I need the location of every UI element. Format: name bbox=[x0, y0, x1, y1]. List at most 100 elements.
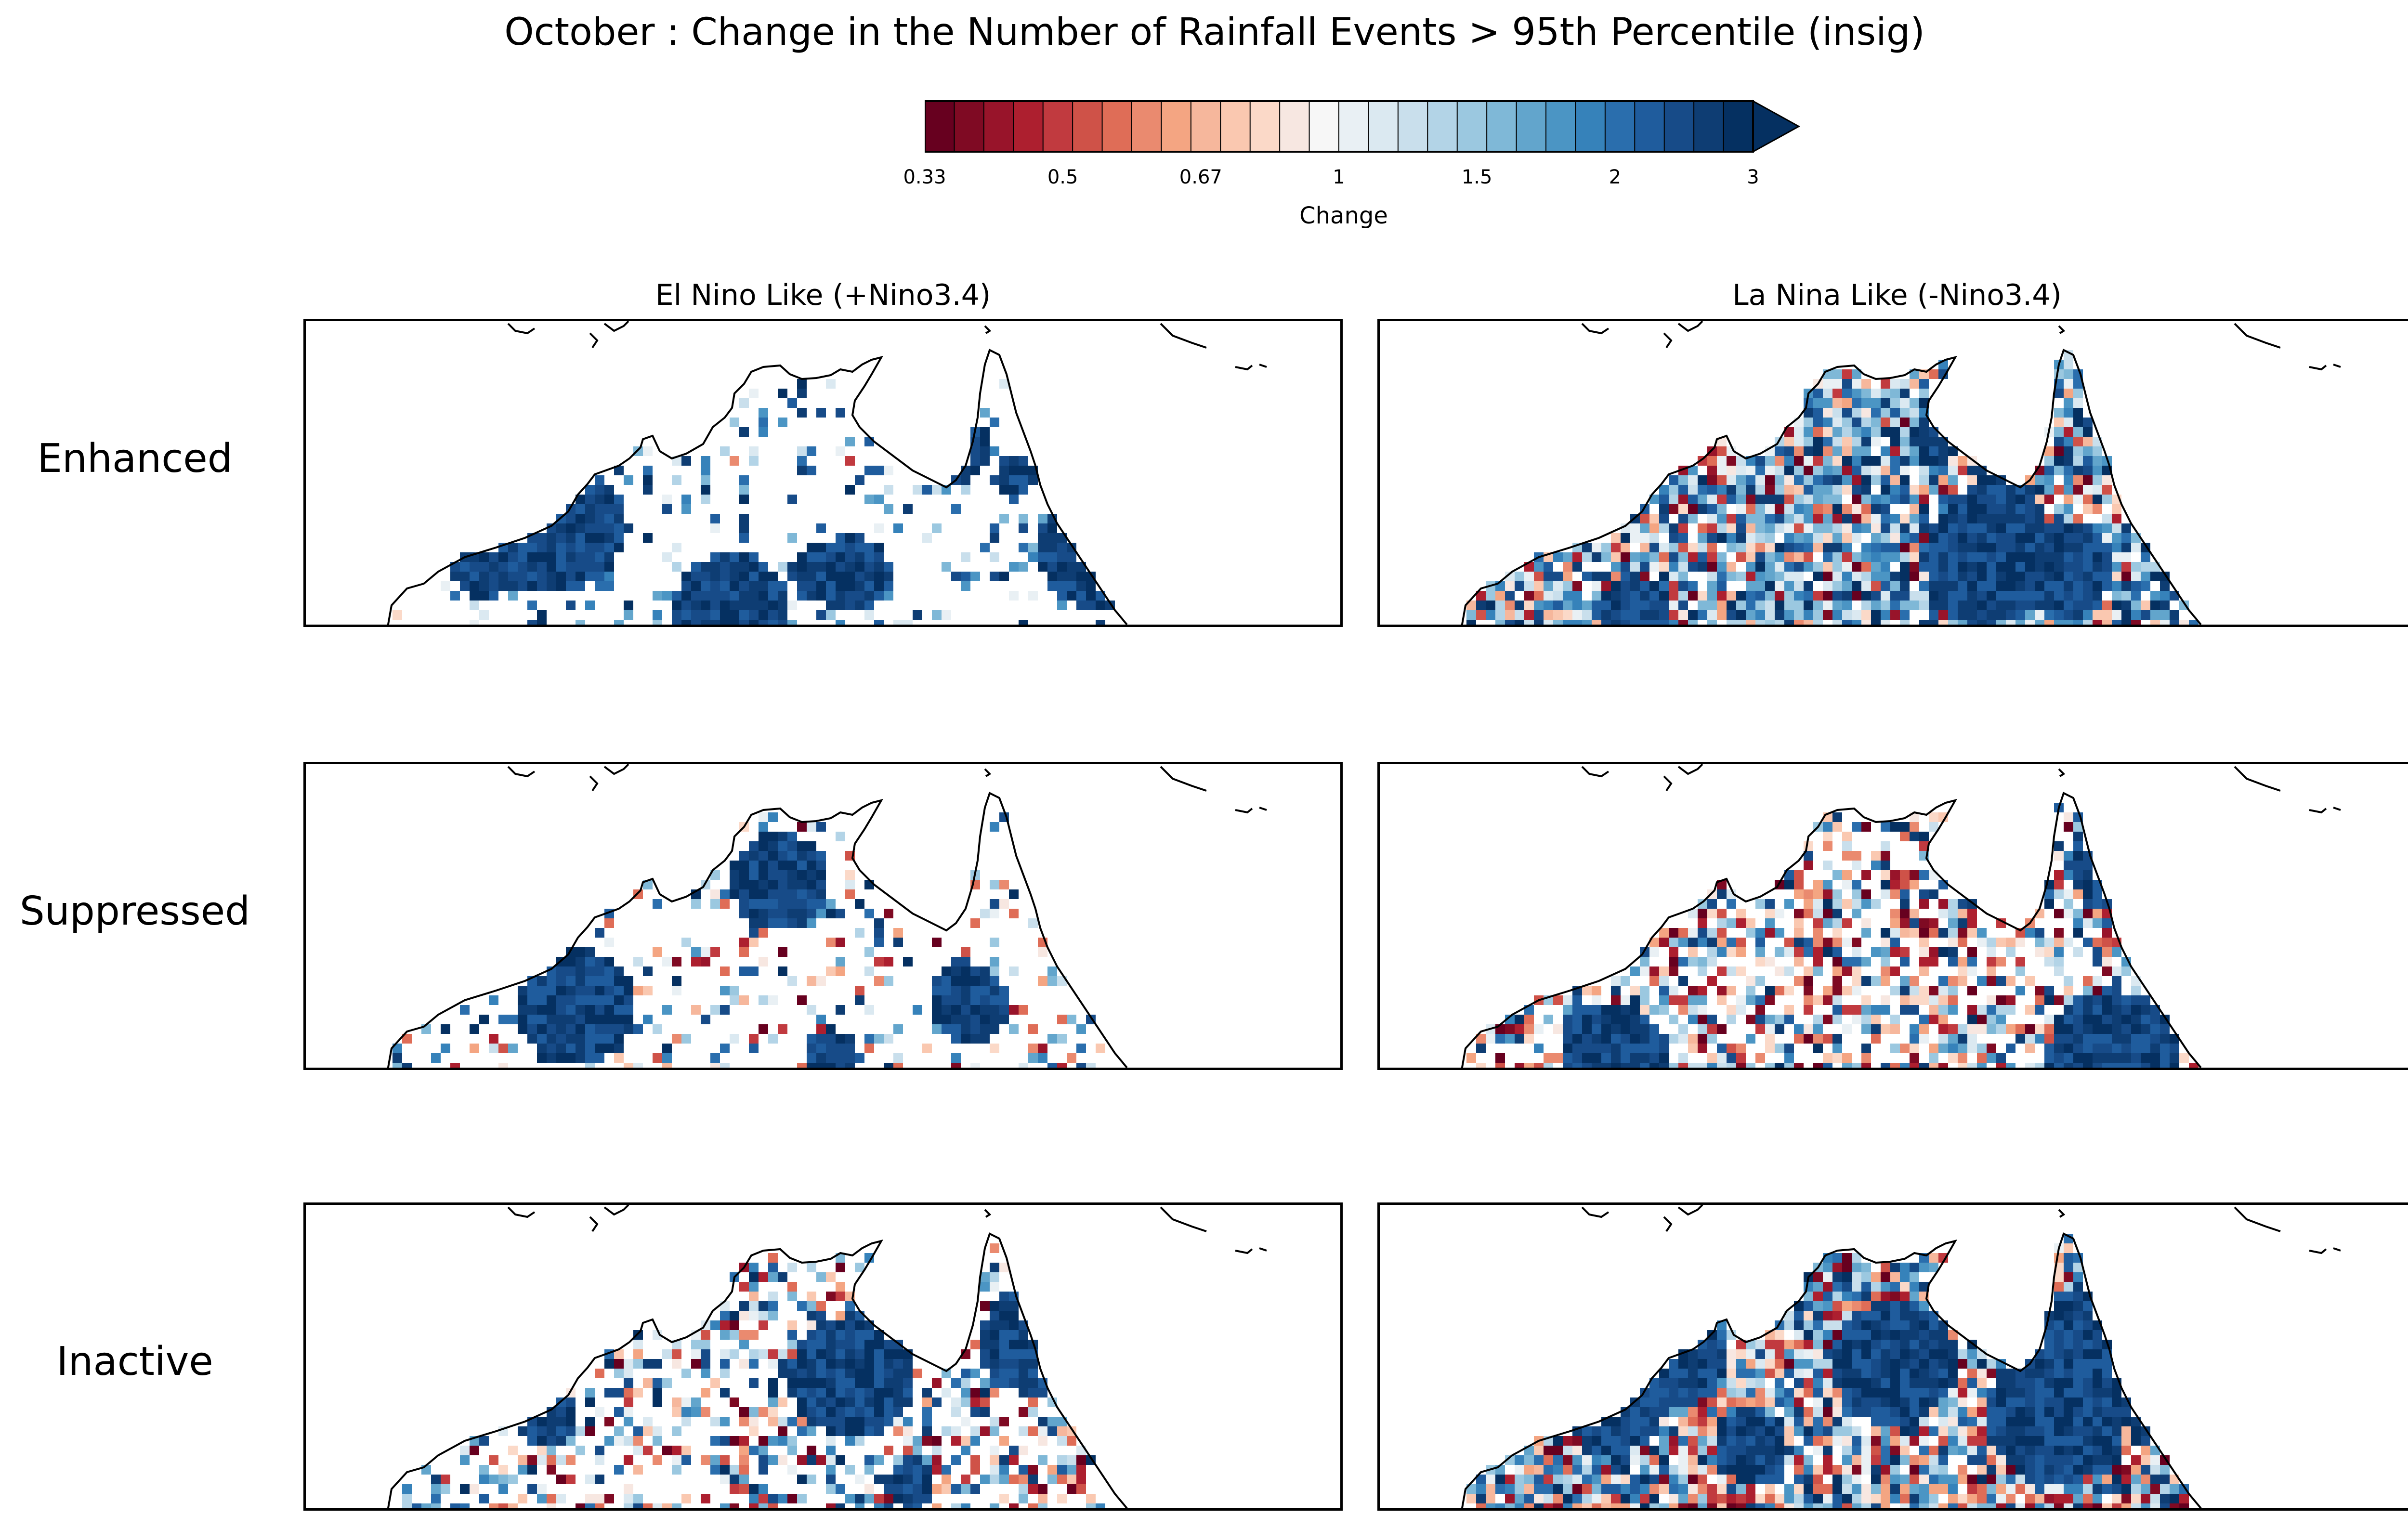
rainfall-change-cell bbox=[1669, 1034, 1678, 1044]
rainfall-change-cell bbox=[1948, 1503, 1958, 1508]
rainfall-change-cell bbox=[1784, 572, 1794, 581]
rainfall-change-cell bbox=[826, 581, 836, 591]
rainfall-change-cell bbox=[1813, 1417, 1823, 1426]
rainfall-change-cell bbox=[527, 620, 537, 625]
rainfall-change-cell bbox=[1775, 1426, 1784, 1436]
rainfall-change-cell bbox=[768, 1272, 778, 1282]
rainfall-change-cell bbox=[826, 1349, 836, 1359]
rainfall-change-cell bbox=[1553, 572, 1563, 581]
rainfall-change-cell bbox=[691, 562, 701, 572]
rainfall-change-cell bbox=[2054, 601, 2064, 610]
rainfall-change-cell bbox=[2121, 552, 2131, 562]
rainfall-change-cell bbox=[1717, 1053, 1727, 1063]
rainfall-change-cell bbox=[2083, 1446, 2093, 1455]
rainfall-change-cell bbox=[1938, 1484, 1948, 1494]
rainfall-change-cell bbox=[1659, 581, 1669, 591]
rainfall-change-cell bbox=[999, 1369, 1009, 1378]
rainfall-change-cell bbox=[1958, 456, 1967, 466]
rainfall-change-cell bbox=[1948, 475, 1958, 485]
rainfall-change-cell bbox=[662, 957, 672, 966]
rainfall-change-cell bbox=[2121, 1407, 2131, 1417]
rainfall-change-cell bbox=[2121, 543, 2131, 552]
rainfall-change-cell bbox=[778, 1397, 787, 1407]
rainfall-change-cell bbox=[1076, 1044, 1086, 1053]
rainfall-change-cell bbox=[990, 1311, 999, 1320]
rainfall-change-cell bbox=[1919, 446, 1929, 456]
rainfall-change-cell bbox=[1640, 1494, 1649, 1503]
rainfall-change-cell bbox=[1919, 938, 1929, 947]
colorbar-tick-label: 1.5 bbox=[1461, 166, 1492, 188]
rainfall-change-cell bbox=[1755, 976, 1765, 986]
rainfall-change-cell bbox=[1929, 1397, 1938, 1407]
rainfall-change-cell bbox=[1861, 456, 1871, 466]
rainfall-change-cell bbox=[2083, 1015, 2093, 1024]
rainfall-change-cell bbox=[710, 562, 720, 572]
rainfall-change-cell bbox=[1630, 1426, 1640, 1436]
rainfall-change-cell bbox=[1794, 533, 1804, 543]
rainfall-change-cell bbox=[2112, 572, 2121, 581]
rainfall-change-cell bbox=[1996, 620, 2006, 625]
rainfall-change-cell bbox=[1727, 495, 1736, 504]
rainfall-change-cell bbox=[1746, 1369, 1755, 1378]
rainfall-change-cell bbox=[1717, 466, 1727, 475]
rainfall-change-cell bbox=[1823, 1426, 1832, 1436]
rainfall-change-cell bbox=[1929, 1005, 1938, 1015]
figure-title: October : Change in the Number of Rainfa… bbox=[504, 11, 1925, 54]
rainfall-change-cell bbox=[1996, 581, 2006, 591]
rainfall-change-cell bbox=[1996, 485, 2006, 495]
rainfall-change-cell bbox=[874, 572, 884, 581]
rainfall-change-cell bbox=[797, 1388, 807, 1397]
rainfall-change-cell bbox=[1890, 1465, 1900, 1475]
rainfall-change-cell bbox=[2054, 446, 2064, 456]
rainfall-change-cell bbox=[1958, 1053, 1967, 1063]
rainfall-change-cell bbox=[2064, 1407, 2073, 1417]
rainfall-change-cell bbox=[1592, 1063, 1601, 1068]
rainfall-change-cell bbox=[1948, 1407, 1958, 1417]
rainfall-change-cell bbox=[864, 1320, 874, 1330]
rainfall-change-cell bbox=[970, 1465, 980, 1475]
rainfall-change-cell bbox=[816, 889, 826, 899]
rainfall-change-cell bbox=[1832, 1053, 1842, 1063]
rainfall-change-cell bbox=[1678, 581, 1688, 591]
rainfall-change-cell bbox=[1057, 1015, 1067, 1024]
rainfall-change-cell bbox=[2035, 572, 2044, 581]
rainfall-change-cell bbox=[884, 1359, 893, 1369]
rainfall-change-cell bbox=[1717, 1349, 1727, 1359]
rainfall-change-cell bbox=[691, 1349, 701, 1359]
rainfall-change-cell bbox=[1938, 466, 1948, 475]
rainfall-change-cell bbox=[1813, 1359, 1823, 1369]
rainfall-change-cell bbox=[653, 1455, 662, 1465]
rainfall-change-cell bbox=[874, 1330, 884, 1340]
rainfall-change-cell bbox=[527, 601, 537, 610]
rainfall-change-cell bbox=[836, 1034, 845, 1044]
rainfall-change-cell bbox=[710, 1417, 720, 1426]
rainfall-change-cell bbox=[1881, 610, 1890, 620]
rainfall-change-cell bbox=[1047, 514, 1057, 523]
rainfall-change-cell bbox=[479, 591, 489, 601]
rainfall-change-cell bbox=[2064, 1446, 2073, 1455]
rainfall-change-cell bbox=[527, 1436, 537, 1446]
rainfall-change-cell bbox=[1948, 1436, 1958, 1446]
rainfall-change-cell bbox=[990, 533, 999, 543]
rainfall-change-cell bbox=[1775, 1044, 1784, 1053]
rainfall-change-cell bbox=[990, 446, 999, 456]
rainfall-change-cell bbox=[2015, 1388, 2025, 1397]
rainfall-change-cell bbox=[1038, 523, 1047, 533]
rainfall-change-cell bbox=[1746, 1446, 1755, 1455]
rainfall-change-cell bbox=[2035, 562, 2044, 572]
rainfall-change-cell bbox=[749, 601, 759, 610]
rainfall-change-cell bbox=[672, 986, 681, 995]
rainfall-change-cell bbox=[1572, 1484, 1582, 1494]
rainfall-change-cell bbox=[2112, 543, 2121, 552]
rainfall-change-cell bbox=[932, 986, 942, 995]
rainfall-change-cell bbox=[807, 591, 816, 601]
rainfall-change-cell bbox=[1649, 1053, 1659, 1063]
rainfall-change-cell bbox=[2093, 446, 2102, 456]
rainfall-change-cell bbox=[1755, 504, 1765, 514]
rainfall-change-cell bbox=[1919, 899, 1929, 909]
rainfall-change-cell bbox=[1669, 475, 1678, 485]
rainfall-change-cell bbox=[2073, 552, 2083, 562]
rainfall-change-cell bbox=[1948, 1397, 1958, 1407]
rainfall-change-cell bbox=[807, 562, 816, 572]
rainfall-change-cell bbox=[1958, 1388, 1967, 1397]
